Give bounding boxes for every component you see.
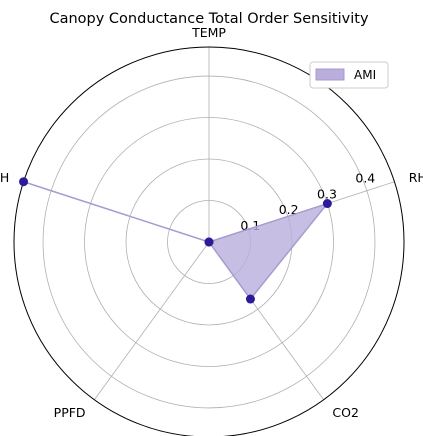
legend: AMI	[309, 61, 389, 89]
radial-tick-label: 0.2	[279, 202, 299, 217]
spoke-ppfd	[94, 241, 210, 400]
axis-label-temp: TEMP	[191, 25, 226, 40]
series-area-ami	[22, 180, 329, 300]
data-point-rh	[322, 199, 332, 209]
radial-tick-label: 0.3	[317, 186, 337, 201]
legend-swatch-ami	[315, 68, 345, 81]
axis-label-rh: RH	[409, 170, 423, 185]
chart-title: Canopy Conductance Total Order Sensitivi…	[49, 11, 368, 27]
axis-label-h: H	[0, 170, 9, 185]
axis-label-co2: CO2	[332, 405, 359, 420]
axis-label-ppfd: PPFD	[54, 405, 86, 420]
legend-label-ami: AMI	[354, 68, 376, 82]
data-point-co2	[245, 294, 255, 304]
data-point-ppfd	[204, 237, 214, 247]
axis-labels: TEMP RH CO2 PPFD H	[0, 25, 423, 420]
polar-frame	[13, 46, 405, 436]
series-layer	[19, 177, 332, 304]
data-point-h	[19, 177, 29, 187]
radial-tick-label: 0.4	[355, 170, 375, 185]
